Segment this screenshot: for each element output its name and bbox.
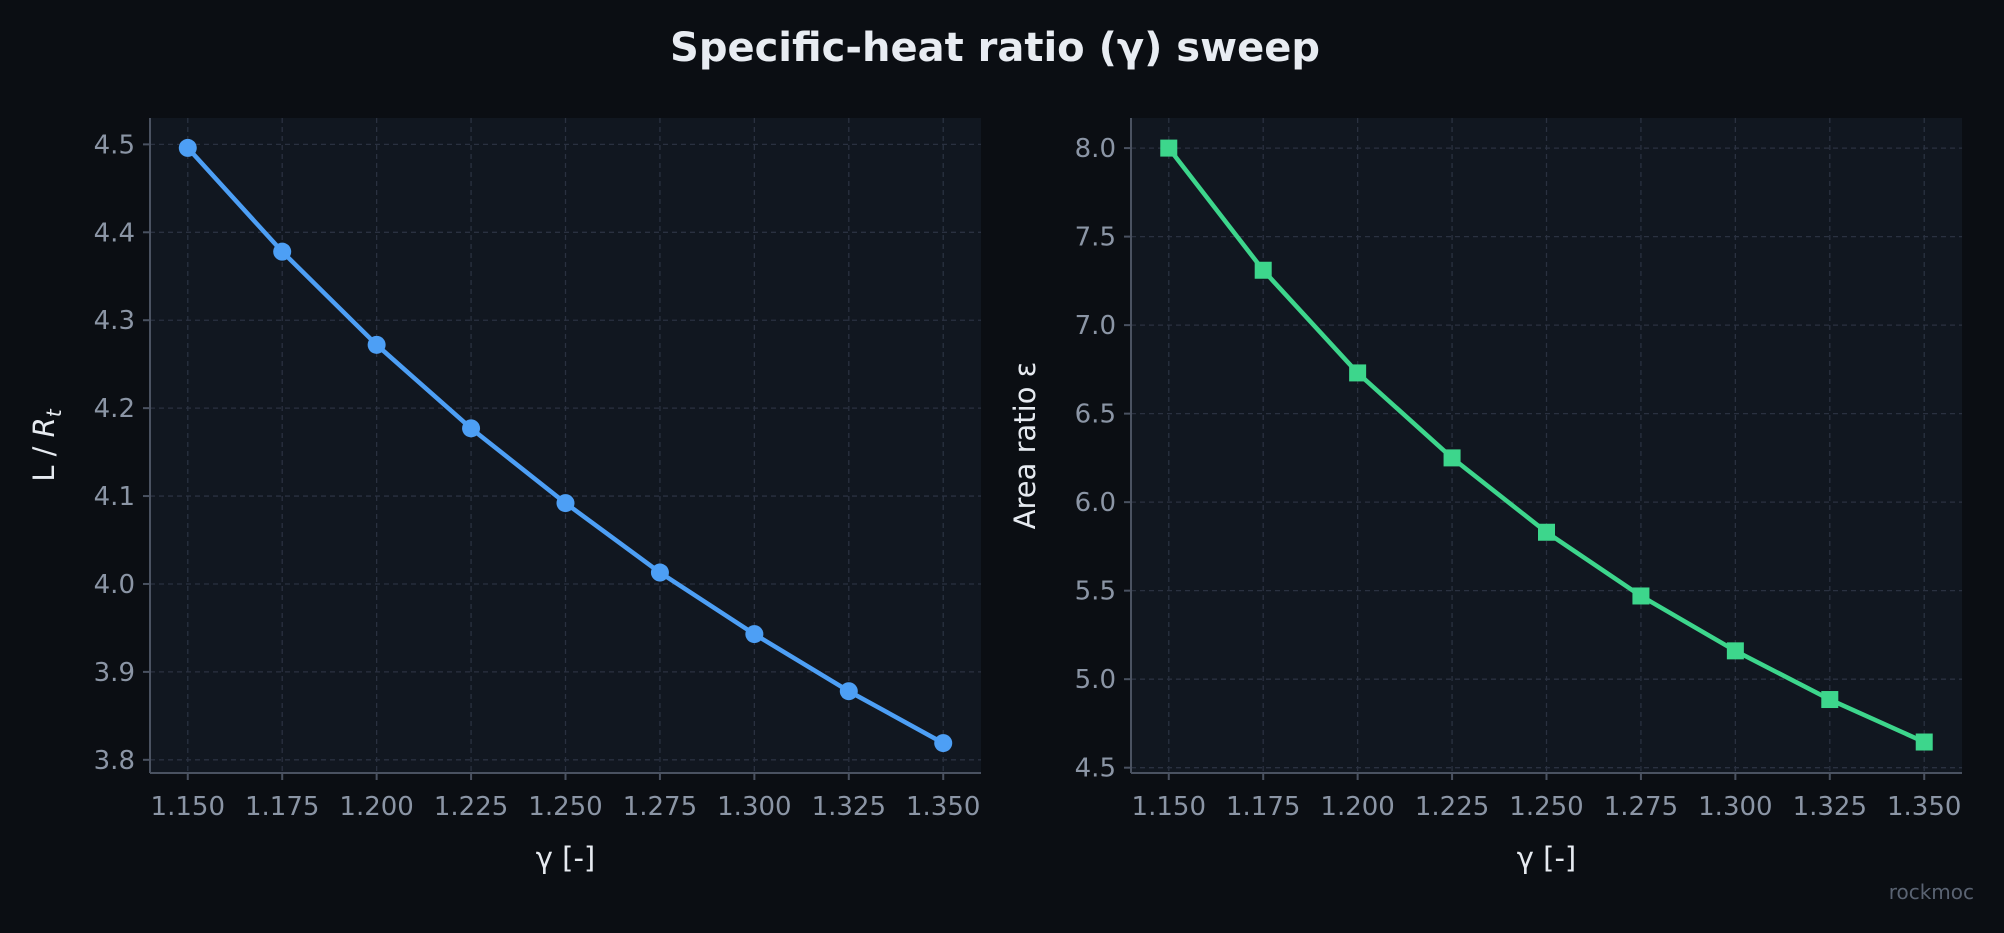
data-point-marker [367,335,386,354]
data-point-marker [273,242,292,261]
x-tick-label: 1.250 [528,792,602,822]
y-tick-label: 3.9 [94,658,135,688]
data-point-marker [178,138,197,157]
y-tick-label: 4.5 [1075,754,1116,784]
x-tick-label: 1.325 [812,792,886,822]
data-point-marker [1538,523,1555,541]
data-point-marker [745,625,764,644]
x-tick-label: 1.350 [1887,792,1961,822]
x-tick-label: 1.250 [1509,792,1583,822]
data-point-marker [650,563,669,582]
y-tick-label: 4.4 [94,218,135,248]
x-tick-label: 1.175 [245,792,319,822]
data-point-marker [462,419,481,438]
x-tick-label: 1.150 [1132,792,1206,822]
y-axis-label-symbol: R [27,417,61,437]
x-tick-label: 1.225 [1415,792,1489,822]
y-axis-label: L / Rt [27,408,66,482]
data-point-marker [1726,642,1744,660]
x-axis-label: γ [-] [1517,841,1576,875]
x-tick-label: 1.175 [1226,792,1300,822]
x-tick-label: 1.325 [1793,792,1867,822]
y-axis-label-text: Area ratio ε [1008,362,1042,530]
y-tick-label: 8.0 [1075,134,1116,164]
x-tick-label: 1.150 [151,792,225,822]
y-axis-label-subscript: t [42,408,66,417]
data-point-marker [1349,364,1367,382]
y-tick-label: 4.3 [94,306,135,336]
y-tick-label: 5.0 [1075,665,1116,695]
chart-panel-1: 1.150 1.175 1.200 1.225 1.250 1.275 1.300 1.325… [27,118,981,875]
y-tick-label: 3.8 [94,746,135,776]
x-tick-label: 1.300 [717,792,791,822]
y-tick-label: 7.5 [1075,223,1116,253]
y-tick-label: 4.5 [94,130,135,160]
data-point-marker [1915,733,1933,751]
data-point-marker [556,494,575,513]
y-tick-label: 4.0 [94,570,135,600]
x-tick-label: 1.225 [434,792,508,822]
x-tick-label: 1.200 [1320,792,1394,822]
data-point-marker [1821,691,1839,709]
y-tick-label: 6.5 [1075,400,1116,430]
data-point-marker [1443,449,1461,467]
y-axis-label-text: L / [27,437,61,481]
y-tick-label: 4.1 [94,482,135,512]
chart-panel-2: 1.150 1.175 1.200 1.225 1.250 1.275 1.300 1.325… [1008,118,1962,875]
x-tick-label: 1.200 [339,792,413,822]
data-point-marker [1632,587,1650,605]
data-point-marker [1254,261,1272,279]
y-axis-label: Area ratio ε [1008,362,1042,530]
y-tick-label: 7.0 [1075,311,1116,341]
y-tick-label: 6.0 [1075,488,1116,518]
x-tick-label: 1.300 [1698,792,1772,822]
chart-panels: 1.150 1.175 1.200 1.225 1.250 1.275 1.300 1.325… [27,118,1962,875]
x-tick-label: 1.275 [623,792,697,822]
y-tick-label: 4.2 [94,394,135,424]
x-tick-label: 1.350 [906,792,980,822]
x-axis-label: γ [-] [536,841,595,875]
y-tick-label: 5.5 [1075,577,1116,607]
x-tick-label: 1.275 [1604,792,1678,822]
data-point-marker [839,682,858,701]
watermark-text: rockmoc [1889,880,1974,904]
data-point-marker [934,734,953,753]
figure-title: Specific-heat ratio (γ) sweep [670,25,1320,71]
data-point-marker [1160,139,1178,157]
